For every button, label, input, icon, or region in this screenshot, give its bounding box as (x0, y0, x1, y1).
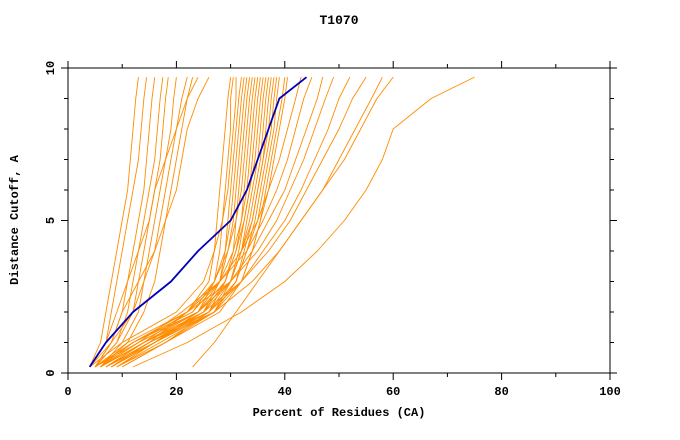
model-curve (105, 77, 288, 368)
model-curve (116, 76, 383, 368)
axes: 0 20 40 60 80 100 0 5 10 (44, 61, 621, 399)
y-tick-label: 5 (44, 217, 58, 224)
model-curve (121, 76, 351, 368)
model-curve (89, 77, 237, 368)
model-curve (94, 77, 164, 368)
model-curve (100, 77, 194, 368)
x-tick-label: 40 (278, 385, 292, 399)
model-curve (89, 76, 199, 368)
model-curve (100, 76, 313, 368)
highlighted-model-curve (88, 76, 308, 368)
model-curve (105, 76, 335, 368)
x-tick-label: 100 (599, 385, 621, 399)
x-tick-label: 60 (386, 385, 400, 399)
x-tick-label: 20 (169, 385, 183, 399)
y-tick-label: 0 (44, 369, 58, 376)
x-tick-label: 0 (64, 385, 71, 399)
model-curve (89, 77, 148, 368)
x-axis-label: Percent of Residues (CA) (253, 406, 426, 420)
model-curve (94, 77, 264, 368)
chart-title: T1070 (319, 13, 358, 28)
model-curve (111, 77, 302, 368)
model-curve (100, 77, 177, 368)
model-curve (116, 77, 324, 368)
series (88, 76, 475, 368)
model-curve (116, 77, 272, 368)
model-curve (89, 77, 139, 368)
model-curve (111, 76, 367, 368)
model-curve (94, 76, 210, 368)
model-curve (94, 77, 275, 368)
y-axis-label: Distance Cutoff, A (8, 154, 22, 284)
model-curve (94, 77, 188, 368)
model-curve (94, 77, 232, 368)
x-tick-label: 80 (494, 385, 508, 399)
model-curve (105, 77, 242, 368)
y-tick-label: 10 (44, 61, 58, 75)
model-curve (132, 76, 475, 368)
